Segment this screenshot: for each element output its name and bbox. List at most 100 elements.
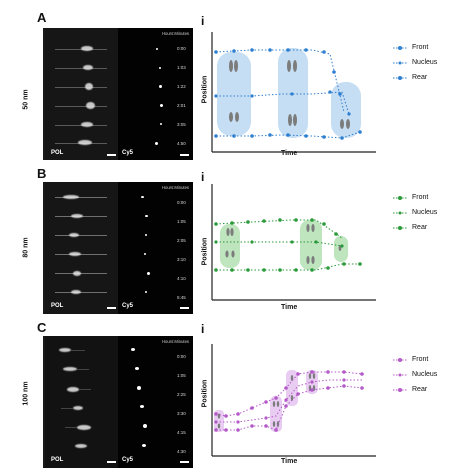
rear-markers: [214, 384, 364, 432]
legend-label: Front: [412, 356, 429, 363]
legend-label: Nucleus: [412, 371, 438, 378]
cell-trace: [55, 68, 107, 69]
nucleus-spot: [145, 291, 147, 293]
time-header: Hours:Minutes: [162, 185, 189, 190]
row-label: 100 nm: [22, 381, 30, 406]
nucleus-line: [216, 241, 343, 247]
cell: [69, 252, 81, 256]
cell-trace: [61, 408, 73, 409]
y-axis-label: Position: [201, 75, 209, 104]
plot-sublabel: i: [201, 322, 205, 336]
time-stamp: 5:45: [177, 295, 186, 300]
rear-marker-icon: [393, 225, 407, 230]
pol-label: POL: [51, 150, 64, 156]
legend-item-nucleus: Nucleus: [393, 55, 437, 70]
time-stamp: 4:50: [177, 141, 186, 146]
rear-line: [216, 385, 363, 431]
scale-bar: [107, 154, 116, 156]
legend-a: Front Nucleus Rear: [393, 40, 437, 85]
micrograph: Hours:Minutes 0:00 1:05 2:05 3:10 4:10 5…: [43, 182, 193, 314]
nucleus-spot: [144, 253, 146, 255]
legend-label: Rear: [412, 386, 428, 393]
cy5-label: Cy5: [122, 457, 134, 463]
time-header: Hours:Minutes: [162, 31, 189, 36]
cell: [81, 122, 93, 127]
cell-outline: [220, 220, 348, 270]
legend-label: Nucleus: [412, 59, 438, 66]
cell-trace: [55, 106, 107, 107]
micrograph: Hours:Minutes 0:00 1:03 1:22 2:01 3:05 4…: [43, 28, 193, 160]
cell-trace: [65, 427, 77, 428]
cell: [77, 425, 91, 430]
y-axis-label: Position: [201, 237, 209, 266]
cell-trace: [79, 389, 91, 390]
legend-c: Front Nucleus Rear: [393, 352, 437, 397]
time-stamp: 1:05: [177, 373, 186, 378]
time-stamp: 1:22: [177, 84, 186, 89]
legend-item-rear: Rear: [393, 220, 437, 235]
nucleus-spot: [160, 104, 163, 107]
cell: [67, 387, 79, 392]
front-markers: [214, 48, 342, 96]
nucleus-spot: [135, 367, 139, 370]
legend-item-nucleus: Nucleus: [393, 367, 437, 382]
rear-marker-icon: [393, 387, 407, 392]
cell: [73, 406, 83, 410]
time-stamp: 2:01: [177, 103, 186, 108]
legend-item-rear: Rear: [393, 70, 437, 85]
front-marker-icon: [393, 195, 407, 200]
legend-b: Front Nucleus Rear: [393, 190, 437, 235]
pol-label: POL: [51, 303, 64, 309]
nucleus-marker-icon: [393, 211, 407, 214]
cell: [73, 271, 81, 276]
nucleus-spot: [159, 85, 162, 88]
front-line: [215, 49, 345, 113]
legend-label: Front: [412, 194, 429, 201]
time-stamp: 2:25: [177, 392, 186, 397]
time-stamp: 4:15: [177, 430, 186, 435]
front-markers: [214, 218, 338, 236]
cell-trace: [55, 254, 107, 255]
row-label: 80 nm: [22, 237, 30, 258]
panel-letter: B: [37, 166, 47, 181]
time-stamp: 3:05: [177, 122, 186, 127]
cy5-channel: [118, 28, 193, 160]
legend-label: Front: [412, 44, 429, 51]
nucleus-spot: [156, 48, 158, 50]
time-stamp: 0:00: [177, 354, 186, 359]
front-line: [215, 371, 363, 417]
panel-b: B 80 nm Hours:Minutes 0:00 1:05 2:05 3:1…: [0, 158, 474, 318]
micrograph: Hours:Minutes 0:00 1:05 2:25 3:30 4:15 4…: [43, 336, 193, 468]
time-stamp: 0:00: [177, 200, 186, 205]
cy5-label: Cy5: [122, 150, 134, 156]
scale-bar: [180, 154, 189, 156]
nucleus-spot: [147, 272, 150, 275]
time-header: Hours:Minutes: [162, 339, 189, 344]
nucleus-spot: [155, 142, 158, 145]
row-label: 50 nm: [22, 89, 30, 110]
cell: [85, 83, 93, 90]
rear-markers: [214, 262, 362, 272]
nucleus-spot: [160, 123, 162, 125]
nucleus-spot: [145, 234, 147, 236]
nucleus-markers: [214, 90, 351, 116]
cell-organelles: [229, 60, 350, 129]
legend-item-nucleus: Nucleus: [393, 205, 437, 220]
cy5-channel: [118, 336, 193, 468]
nucleus-spot: [143, 424, 147, 428]
nucleus-marker-icon: [393, 373, 407, 376]
nucleus-spot: [142, 444, 146, 447]
rear-line: [216, 263, 362, 271]
time-stamp: 4:30: [177, 449, 186, 454]
scale-bar: [180, 461, 189, 463]
x-axis-label: Time: [281, 150, 298, 157]
front-marker-icon: [393, 45, 407, 50]
front-markers: [214, 370, 364, 418]
trajectory-plot-a: [211, 32, 376, 153]
trajectory-plot-b: [211, 184, 376, 301]
pol-label: POL: [51, 457, 64, 463]
rear-marker-icon: [393, 75, 407, 80]
cell: [75, 444, 87, 448]
scale-bar: [107, 461, 116, 463]
plot-sublabel: i: [201, 170, 205, 184]
